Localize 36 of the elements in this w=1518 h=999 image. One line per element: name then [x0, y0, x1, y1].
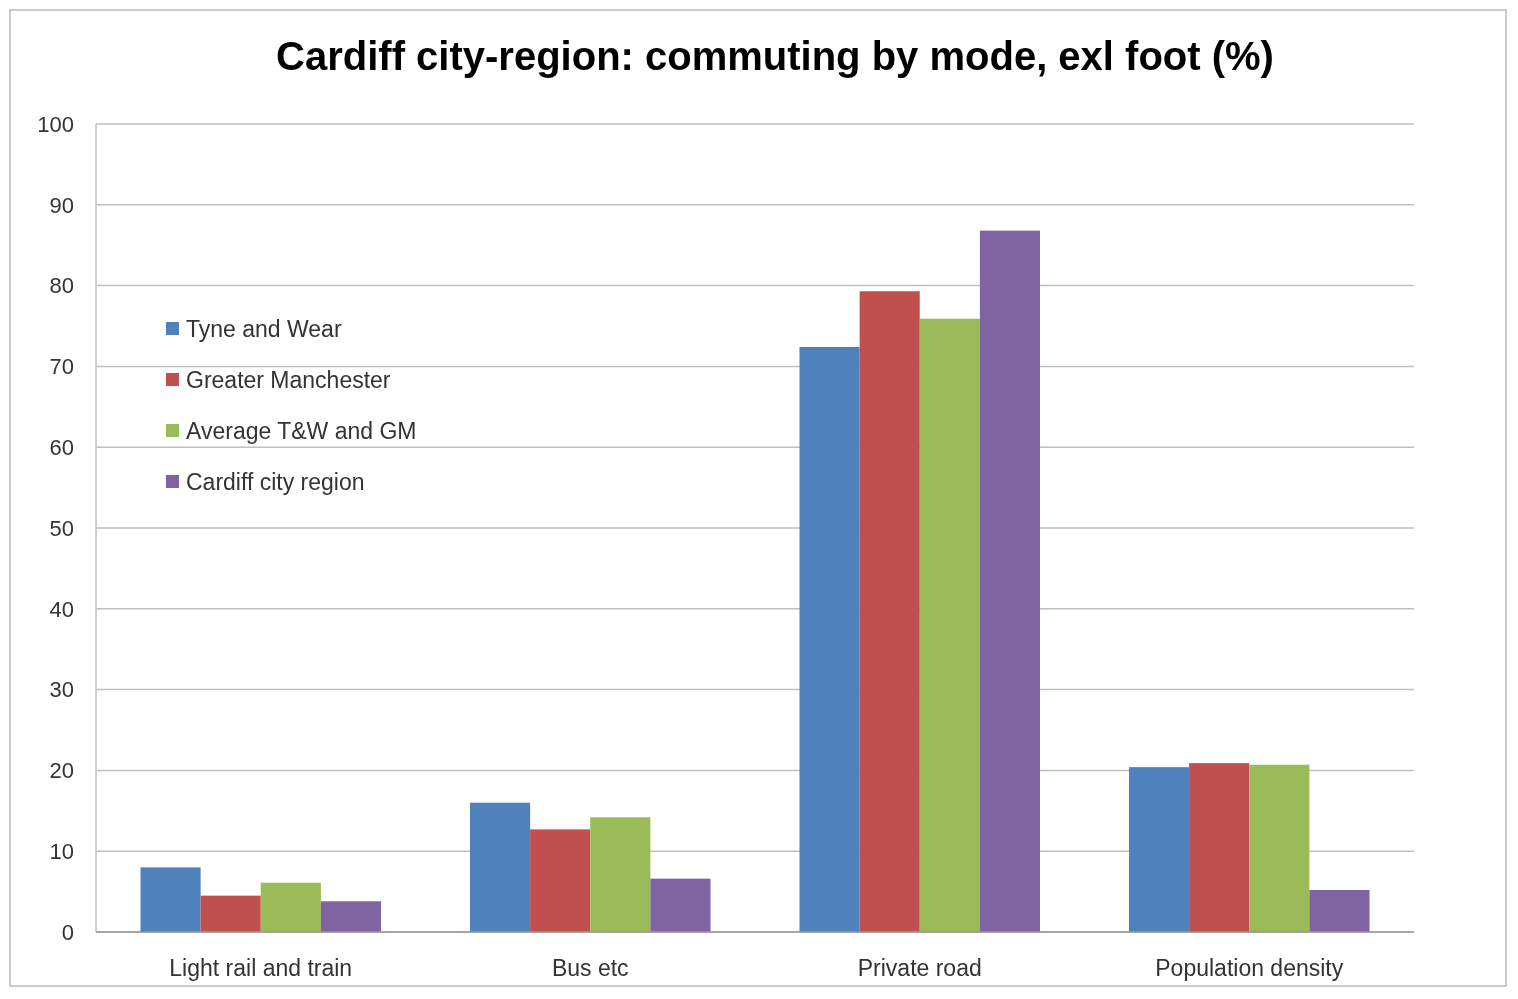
bar: [260, 882, 321, 932]
y-tick-label: 10: [49, 838, 74, 864]
legend-label: Tyne and Wear: [186, 316, 342, 343]
x-tick-label: Private road: [857, 955, 982, 981]
bar: [320, 901, 382, 932]
chart-title: Cardiff city-region: commuting by mode, exl foot (%): [276, 34, 1274, 78]
x-tick-label: Light rail and train: [169, 955, 353, 981]
y-tick-label: 30: [49, 677, 74, 703]
bar: [919, 318, 980, 932]
bar: [530, 829, 591, 932]
legend-label: Cardiff city region: [186, 469, 365, 496]
bar: [200, 895, 261, 932]
y-tick-label: 20: [49, 758, 74, 784]
legend-label: Greater Manchester: [186, 367, 391, 394]
bar: [650, 878, 711, 932]
y-tick-label: 70: [49, 354, 74, 380]
x-tick-label: Bus etc: [551, 955, 629, 981]
bar: [1309, 889, 1370, 932]
bar: [799, 347, 860, 932]
x-tick-label: Population density: [1155, 955, 1344, 981]
y-tick-label: 60: [49, 434, 74, 460]
y-tick-label: 50: [49, 515, 74, 541]
y-tick-label: 80: [49, 273, 74, 299]
bar: [1128, 767, 1190, 932]
legend-label: Average T&W and GM: [186, 418, 417, 445]
bar: [140, 867, 201, 932]
bar: [590, 817, 651, 932]
bar: [859, 291, 920, 932]
bar: [979, 230, 1041, 932]
bar: [1189, 763, 1250, 932]
bar: [469, 802, 531, 932]
y-tick-label: 40: [49, 596, 74, 622]
y-tick-label: 90: [49, 192, 74, 218]
bar: [1249, 764, 1310, 932]
y-tick-label: 0: [61, 919, 74, 945]
y-tick-label: 100: [37, 111, 74, 137]
